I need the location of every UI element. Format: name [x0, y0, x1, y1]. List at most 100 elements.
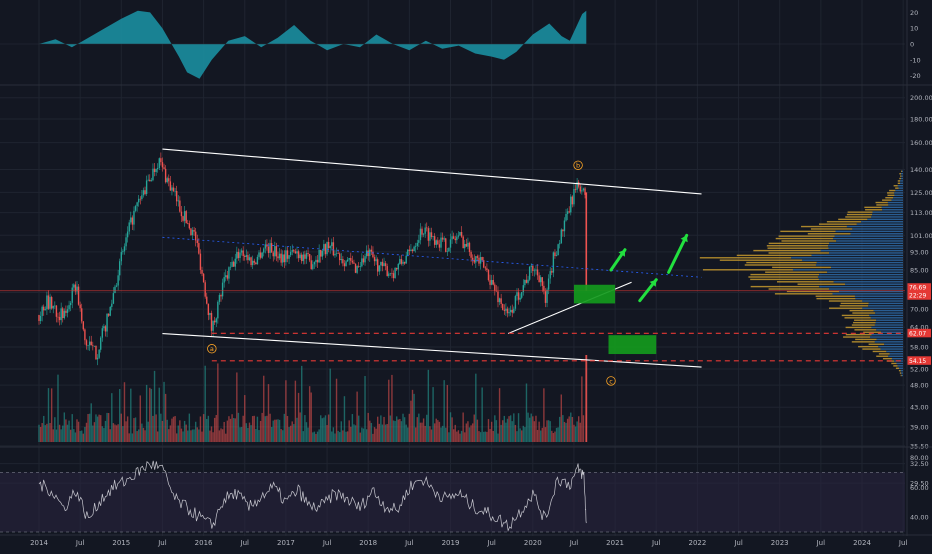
volume-bar — [229, 418, 232, 442]
volume-bar — [457, 430, 460, 442]
volume-profile-bar-buy — [846, 225, 903, 228]
volume-bar — [470, 425, 472, 442]
volume-bar — [375, 428, 377, 442]
x-tick-label: Jul — [75, 539, 85, 547]
candle-body — [490, 280, 493, 285]
volume-bar — [388, 379, 390, 442]
volume-bar — [346, 431, 349, 442]
volume-profile-bar-sell — [807, 233, 851, 235]
candle-body — [568, 211, 570, 213]
candle-body — [289, 251, 292, 256]
volume-bar — [267, 384, 270, 442]
candle-body — [388, 273, 390, 277]
volume-bar — [473, 414, 475, 442]
volume-bar — [177, 425, 179, 442]
candle-body — [395, 267, 398, 270]
candle-body — [483, 260, 485, 268]
volume-profile-bar-buy — [831, 266, 903, 269]
drawings[interactable]: a b c — [0, 148, 905, 386]
volume-profile-bar-sell — [844, 317, 871, 319]
volume-bar — [112, 423, 115, 442]
volume-profile-bar-buy — [876, 329, 903, 331]
volume-bar — [517, 413, 520, 442]
candle-body — [269, 243, 271, 253]
volume-profile-bar-sell — [865, 209, 883, 211]
candle-body — [433, 236, 436, 245]
volume-bar — [380, 415, 382, 442]
volume-profile-bar-buy — [872, 213, 903, 216]
candle-body — [408, 249, 411, 251]
volume-bar — [269, 413, 271, 442]
x-tick-label: Jul — [898, 539, 908, 547]
candle-body — [104, 326, 107, 332]
volume-bar — [161, 420, 164, 442]
volume-bar — [532, 416, 534, 442]
volume-profile — [699, 170, 903, 377]
candle-body — [392, 273, 395, 279]
volume-profile-bar-sell — [895, 367, 900, 369]
candle-body — [339, 253, 341, 261]
volume-bar — [240, 427, 243, 442]
volume-profile-bar-buy — [815, 264, 903, 266]
volume-bar — [128, 433, 130, 442]
volume-profile-bar-buy — [881, 331, 903, 333]
volume-bar — [576, 421, 578, 442]
candle-body — [247, 255, 249, 261]
volume-profile-bar-sell — [775, 237, 833, 240]
volume-bar — [340, 421, 342, 442]
candle-body — [133, 210, 135, 225]
volume-bar — [541, 427, 543, 442]
candle-body — [193, 229, 195, 232]
candle-body — [87, 345, 89, 346]
rsi-y-tick: 40.00 — [910, 514, 929, 522]
candle-body — [39, 315, 42, 322]
volume-bar — [101, 426, 104, 442]
panel-dividers[interactable] — [0, 0, 932, 536]
candle-body — [513, 308, 515, 313]
volume-profile-bar-sell — [900, 170, 902, 173]
candle-body — [400, 259, 403, 264]
candle-body — [255, 262, 257, 265]
volume-bar — [312, 432, 314, 442]
volume-bar — [76, 419, 78, 442]
x-tick-label: 2015 — [112, 539, 130, 547]
volume-bar — [49, 423, 51, 442]
volume-bar — [141, 423, 143, 442]
candle-body — [525, 279, 528, 283]
volume-bar — [410, 400, 412, 442]
candle-body — [494, 284, 496, 291]
candle-body — [250, 257, 252, 266]
candle-body — [414, 245, 417, 247]
candle-body — [358, 266, 360, 267]
volume-bar — [155, 414, 157, 442]
candle-body — [142, 190, 145, 196]
volume-profile-bar-sell — [841, 314, 870, 317]
volume-bar — [79, 431, 81, 442]
volume-bar — [180, 428, 183, 442]
candle-body — [158, 158, 160, 169]
candle-body — [454, 238, 456, 241]
candle-body — [489, 280, 491, 285]
volume-bar — [188, 413, 191, 442]
volume-bar — [310, 392, 312, 442]
candle-body — [427, 228, 430, 241]
candle-body — [209, 313, 211, 315]
volume-profile-bar-sell — [843, 336, 871, 338]
volume-bar — [117, 424, 119, 442]
volume-bar — [552, 432, 555, 442]
volume-bar — [111, 393, 113, 442]
x-tick-label: 2018 — [359, 539, 377, 547]
oscillator-y-tick: -20 — [910, 72, 921, 80]
candle-body — [389, 272, 392, 274]
volume-bar — [221, 429, 224, 442]
candle-body — [448, 247, 450, 252]
x-tick-label: 2021 — [606, 539, 624, 547]
volume-profile-bar-sell — [818, 223, 857, 225]
volume-bar — [392, 420, 395, 442]
volume-bar — [201, 431, 203, 442]
volume-bar — [66, 424, 69, 442]
volume-bar — [481, 387, 483, 442]
volume-bar — [500, 424, 502, 442]
volume-profile-bar-sell — [768, 288, 830, 290]
